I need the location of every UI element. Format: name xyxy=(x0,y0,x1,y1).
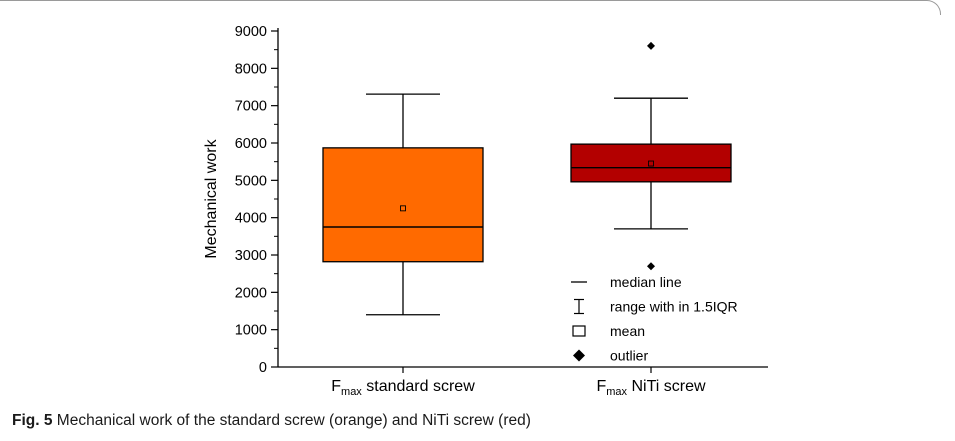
outlier-marker xyxy=(647,262,655,271)
x-tick-label: Fmax NiTi screw xyxy=(596,378,706,398)
y-axis-label: Mechanical work xyxy=(203,138,220,258)
y-tick-label: 9000 xyxy=(235,24,267,40)
mean-marker xyxy=(648,160,654,167)
mean-marker xyxy=(400,205,406,212)
y-tick-label: 6000 xyxy=(235,136,267,152)
box-plot-chart: 0 1000 2000 3000 4000 5000 6000 7000 8000 9000 Mec… xyxy=(203,24,768,398)
y-tick-label: 5000 xyxy=(235,173,267,189)
y-tick-label: 1000 xyxy=(235,323,267,339)
y-tick-label: 7000 xyxy=(235,99,267,115)
legend-symbol-outlier xyxy=(573,349,585,362)
legend-label: mean xyxy=(610,323,645,339)
y-tick-label: 3000 xyxy=(235,248,267,264)
y-tick-label: 2000 xyxy=(235,285,267,301)
legend-label: median line xyxy=(610,274,682,290)
outlier-marker xyxy=(647,41,655,50)
legend-label: outlier xyxy=(610,348,648,364)
legend-symbol-mean xyxy=(572,325,586,337)
x-tick-label: Fmax standard screw xyxy=(331,378,475,398)
iqr-box xyxy=(570,143,732,183)
y-tick-label: 0 xyxy=(259,360,267,376)
iqr-box xyxy=(322,147,484,263)
box-group xyxy=(322,93,484,316)
legend: median line range with in 1.5IQR mean outli… xyxy=(571,274,738,364)
caption-text: Mechanical work of the standard screw (o… xyxy=(56,412,531,429)
y-tick-label: 8000 xyxy=(235,61,267,77)
box-group xyxy=(570,41,732,271)
figure-caption: Fig. 5 Mechanical work of the standard s… xyxy=(12,412,531,430)
legend-label: range with in 1.5IQR xyxy=(610,299,738,315)
y-tick-label: 4000 xyxy=(235,211,267,227)
caption-label: Fig. 5 xyxy=(12,412,53,429)
